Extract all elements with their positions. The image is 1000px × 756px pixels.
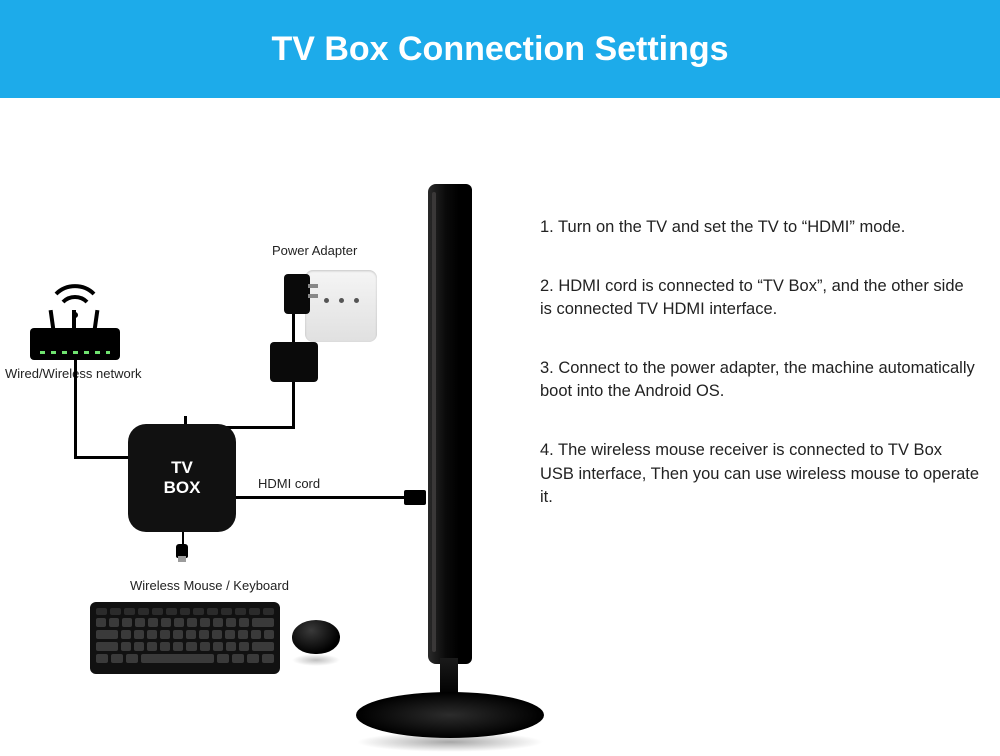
instructions-list: 1. Turn on the TV and set the TV to “HDM…	[540, 216, 980, 545]
tv-box-icon: TV BOX	[128, 424, 236, 532]
keyboard-icon	[90, 602, 280, 674]
hdmi-plug-icon	[404, 490, 426, 505]
page-title: TV Box Connection Settings	[271, 30, 728, 69]
tv-base-shadow	[356, 732, 544, 752]
mouse-icon	[292, 620, 340, 654]
tv-box-text-1: TV	[171, 458, 193, 477]
cable-hdmi	[236, 496, 406, 499]
wall-outlet-icon	[305, 270, 377, 342]
wireless-mk-label: Wireless Mouse / Keyboard	[130, 578, 289, 593]
instruction-step-2: 2. HDMI cord is connected to “TV Box”, a…	[540, 275, 980, 321]
instruction-step-4: 4. The wireless mouse receiver is connec…	[540, 439, 980, 508]
usb-dongle-icon	[174, 544, 190, 564]
instruction-step-3: 3. Connect to the power adapter, the mac…	[540, 357, 980, 403]
cable-adapter-2	[292, 382, 295, 428]
header-banner: TV Box Connection Settings	[0, 0, 1000, 98]
tv-monitor-icon	[428, 184, 472, 664]
cable-adapter-1	[292, 314, 295, 344]
connection-diagram: Wired/Wireless network Power Adapter TV …	[0, 98, 520, 756]
tv-box-text-2: BOX	[164, 478, 201, 497]
instruction-step-1: 1. Turn on the TV and set the TV to “HDM…	[540, 216, 980, 239]
adapter-plug-icon	[284, 274, 310, 314]
router-icon	[30, 328, 120, 360]
cable-router-to-box-h	[74, 456, 130, 459]
hdmi-cord-label: HDMI cord	[258, 476, 320, 491]
cable-box-to-dongle	[182, 532, 184, 544]
mouse-shadow	[292, 654, 340, 666]
tv-neck	[440, 658, 458, 696]
cable-router-to-box-v	[74, 360, 77, 458]
power-adapter-label: Power Adapter	[272, 243, 357, 258]
power-adapter-icon	[270, 342, 318, 382]
content-area: Wired/Wireless network Power Adapter TV …	[0, 98, 1000, 756]
